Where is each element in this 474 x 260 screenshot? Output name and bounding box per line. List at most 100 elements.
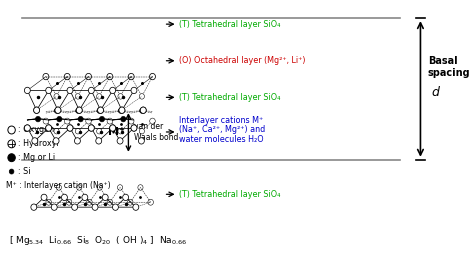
Text: : Mg or Li: : Mg or Li	[18, 153, 55, 162]
Text: (T) Tetrahedral layer SiO₄: (T) Tetrahedral layer SiO₄	[179, 190, 281, 199]
Text: (Na⁺, Ca²⁺, Mg²⁺) and: (Na⁺, Ca²⁺, Mg²⁺) and	[179, 126, 265, 134]
Circle shape	[51, 204, 57, 210]
Circle shape	[66, 199, 72, 205]
Text: : Si: : Si	[18, 167, 31, 176]
Circle shape	[98, 107, 103, 113]
Circle shape	[88, 87, 94, 94]
Circle shape	[133, 204, 139, 210]
Circle shape	[43, 73, 49, 80]
Circle shape	[109, 87, 116, 94]
Circle shape	[86, 73, 91, 80]
Circle shape	[55, 107, 61, 113]
Circle shape	[54, 94, 59, 99]
Circle shape	[75, 108, 80, 113]
Circle shape	[98, 107, 103, 113]
Circle shape	[67, 125, 73, 131]
Circle shape	[118, 108, 123, 113]
Circle shape	[139, 128, 145, 134]
Circle shape	[138, 185, 143, 190]
Circle shape	[118, 128, 123, 134]
Circle shape	[97, 185, 102, 190]
Circle shape	[87, 199, 92, 205]
Circle shape	[109, 125, 116, 131]
Circle shape	[131, 87, 137, 94]
Text: (T) Tetrahedral layer SiO₄: (T) Tetrahedral layer SiO₄	[179, 20, 281, 29]
Circle shape	[36, 116, 41, 122]
Circle shape	[97, 108, 101, 113]
Circle shape	[119, 107, 125, 113]
Circle shape	[34, 107, 40, 113]
Circle shape	[74, 138, 81, 144]
Circle shape	[96, 138, 102, 144]
Circle shape	[32, 138, 38, 144]
Circle shape	[131, 125, 137, 131]
Circle shape	[100, 116, 105, 122]
Circle shape	[46, 199, 52, 205]
Circle shape	[107, 118, 113, 124]
Circle shape	[76, 107, 82, 113]
Circle shape	[119, 107, 125, 113]
Circle shape	[118, 185, 123, 190]
Circle shape	[64, 118, 70, 124]
Circle shape	[72, 204, 78, 210]
Circle shape	[138, 138, 145, 144]
Circle shape	[75, 94, 81, 99]
Circle shape	[112, 204, 118, 210]
Circle shape	[121, 116, 126, 122]
Circle shape	[88, 125, 94, 131]
Circle shape	[62, 194, 67, 200]
Circle shape	[31, 204, 37, 210]
Text: van der
Waals bond: van der Waals bond	[134, 122, 178, 142]
Circle shape	[46, 125, 52, 131]
Circle shape	[53, 138, 59, 144]
Text: d: d	[431, 86, 439, 99]
Circle shape	[8, 154, 15, 162]
Circle shape	[117, 138, 123, 144]
Circle shape	[118, 94, 123, 99]
Circle shape	[97, 94, 102, 99]
Circle shape	[24, 125, 30, 131]
Circle shape	[67, 87, 73, 94]
Circle shape	[41, 194, 47, 200]
Text: water molecules H₂O: water molecules H₂O	[179, 135, 264, 144]
Circle shape	[82, 194, 88, 200]
Circle shape	[148, 199, 154, 205]
Circle shape	[149, 73, 155, 80]
Circle shape	[139, 94, 145, 99]
Circle shape	[102, 194, 108, 200]
Circle shape	[8, 126, 15, 134]
Circle shape	[123, 194, 128, 200]
Circle shape	[140, 107, 146, 113]
Circle shape	[77, 185, 82, 190]
Text: (O) Octahedral layer (Mg²⁺, Li⁺): (O) Octahedral layer (Mg²⁺, Li⁺)	[179, 56, 306, 65]
Text: : Hydroxyl: : Hydroxyl	[18, 139, 59, 148]
Circle shape	[54, 128, 59, 134]
Circle shape	[57, 116, 62, 122]
Text: Interlayer cations M⁺: Interlayer cations M⁺	[179, 116, 264, 125]
Circle shape	[139, 108, 144, 113]
Text: spacing: spacing	[428, 68, 471, 78]
Circle shape	[46, 125, 52, 131]
Circle shape	[128, 73, 134, 80]
Circle shape	[78, 116, 83, 122]
Text: M⁺ : Interlayer cation (Na⁺): M⁺ : Interlayer cation (Na⁺)	[6, 181, 110, 190]
Circle shape	[86, 118, 91, 124]
Circle shape	[107, 199, 113, 205]
Circle shape	[9, 169, 14, 174]
Circle shape	[67, 125, 73, 131]
Circle shape	[64, 73, 70, 80]
Circle shape	[54, 108, 59, 113]
Text: : Oxygen: : Oxygen	[18, 126, 54, 134]
Text: (T) Tetrahedral layer SiO₄: (T) Tetrahedral layer SiO₄	[179, 93, 281, 102]
Circle shape	[128, 118, 134, 124]
Circle shape	[128, 199, 133, 205]
Circle shape	[76, 107, 82, 113]
Circle shape	[8, 140, 15, 148]
Text: [ Mg$_{5.34}$  Li$_{0.66}$  Si$_8$  O$_{20}$  ( OH )$_4$ ]  Na$_{0.66}$: [ Mg$_{5.34}$ Li$_{0.66}$ Si$_8$ O$_{20}…	[9, 234, 187, 247]
Circle shape	[56, 185, 62, 190]
Circle shape	[55, 107, 61, 113]
Circle shape	[34, 107, 40, 113]
Circle shape	[97, 128, 102, 134]
Circle shape	[88, 125, 94, 131]
Text: M⁺: M⁺	[108, 127, 125, 137]
